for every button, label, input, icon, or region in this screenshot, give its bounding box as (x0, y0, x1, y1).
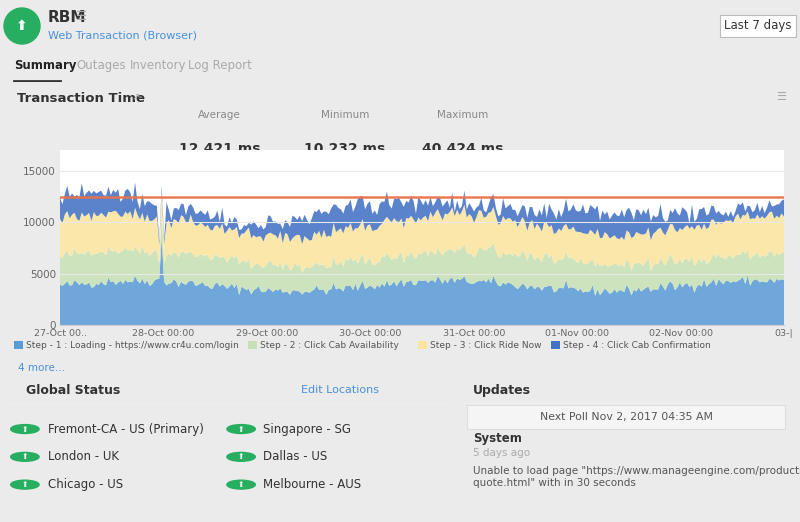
Text: ☰: ☰ (777, 92, 786, 102)
Text: ⬆: ⬆ (22, 480, 28, 489)
Text: Unable to load page "https://www.manageengine.com/products/applications_manager/: Unable to load page "https://www.managee… (474, 465, 800, 488)
Circle shape (4, 8, 40, 44)
Text: ⬆: ⬆ (22, 424, 28, 434)
Circle shape (227, 424, 255, 433)
Bar (418, 341, 426, 349)
Text: Fremont-CA - US (Primary): Fremont-CA - US (Primary) (48, 422, 204, 435)
Text: Step - 2 : Click Cab Availability: Step - 2 : Click Cab Availability (260, 340, 398, 350)
Bar (248, 341, 257, 349)
Text: RBM: RBM (48, 9, 86, 25)
Text: Log Report: Log Report (188, 60, 252, 73)
Text: ↗: ↗ (132, 92, 140, 102)
FancyBboxPatch shape (466, 405, 786, 429)
Text: Step - 4 : Click Cab Confirmation: Step - 4 : Click Cab Confirmation (562, 340, 710, 350)
Text: 40,424 ms: 40,424 ms (422, 142, 503, 156)
Text: 5 days ago: 5 days ago (474, 448, 530, 458)
Text: Dallas - US: Dallas - US (263, 450, 327, 464)
Text: 10,232 ms: 10,232 ms (305, 142, 386, 156)
Text: Web Transaction (Browser): Web Transaction (Browser) (48, 31, 197, 41)
Text: ☰: ☰ (76, 10, 87, 23)
Text: Next Poll Nov 2, 2017 04:35 AM: Next Poll Nov 2, 2017 04:35 AM (539, 412, 713, 422)
Circle shape (10, 424, 39, 433)
Text: ⬆: ⬆ (22, 453, 28, 461)
Text: Last 7 days: Last 7 days (725, 19, 792, 32)
Circle shape (227, 480, 255, 489)
Bar (550, 341, 559, 349)
Text: Maximum: Maximum (437, 111, 488, 121)
Bar (14, 341, 22, 349)
Text: 4 more...: 4 more... (18, 363, 65, 373)
Text: Average: Average (198, 111, 241, 121)
Text: Edit Locations: Edit Locations (301, 385, 379, 395)
Text: Melbourne - AUS: Melbourne - AUS (263, 478, 362, 491)
Text: Global Status: Global Status (26, 384, 120, 397)
Text: Step - 3 : Click Ride Now: Step - 3 : Click Ride Now (430, 340, 541, 350)
Text: ⬆: ⬆ (238, 480, 244, 489)
Text: 12,421 ms: 12,421 ms (179, 142, 261, 156)
Text: Outages: Outages (76, 60, 126, 73)
Text: Minimum: Minimum (321, 111, 370, 121)
Text: Inventory: Inventory (130, 60, 186, 73)
Text: Chicago - US: Chicago - US (48, 478, 123, 491)
Text: Singapore - SG: Singapore - SG (263, 422, 351, 435)
Text: ⬆: ⬆ (238, 453, 244, 461)
Circle shape (10, 453, 39, 461)
Circle shape (10, 480, 39, 489)
Text: ⬆: ⬆ (16, 19, 28, 33)
Text: Transaction Time: Transaction Time (18, 92, 146, 105)
Text: System: System (474, 432, 522, 445)
Text: Step - 1 : Loading - https://www.cr4u.com/login: Step - 1 : Loading - https://www.cr4u.co… (26, 340, 238, 350)
Text: Summary: Summary (14, 60, 77, 73)
Circle shape (227, 453, 255, 461)
Text: ⬆: ⬆ (238, 424, 244, 434)
Text: Updates: Updates (474, 384, 531, 397)
Text: London - UK: London - UK (48, 450, 119, 464)
